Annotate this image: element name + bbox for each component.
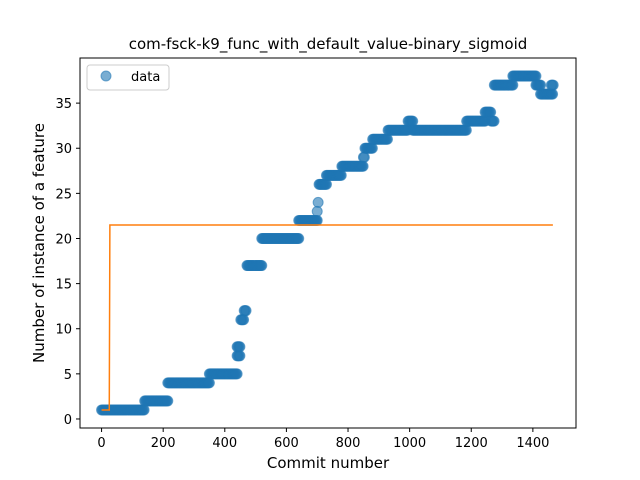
x-tick-label: 200 [151, 436, 176, 451]
y-tick-label: 15 [55, 278, 72, 293]
y-axis: 0 5 10 15 20 25 30 35 [55, 97, 80, 428]
data-point [234, 341, 246, 353]
data-point [203, 377, 215, 389]
data-point [238, 314, 250, 326]
y-tick-label: 25 [55, 187, 72, 202]
x-tick-label: 1200 [455, 436, 488, 451]
data-point [358, 151, 370, 163]
data-point [335, 169, 347, 181]
series-fit-line [101, 224, 553, 411]
data-point [488, 115, 500, 127]
data-point [162, 395, 174, 407]
x-tick-label: 800 [336, 436, 361, 451]
data-point [381, 133, 393, 145]
y-tick-label: 30 [55, 142, 72, 157]
plot-area [96, 70, 559, 416]
data-point [293, 232, 305, 244]
data-point [231, 368, 243, 380]
data-point [547, 79, 559, 91]
y-tick-label: 35 [55, 97, 72, 112]
axes-frame [79, 57, 577, 429]
data-point [485, 106, 497, 118]
y-tick-label: 20 [55, 232, 72, 247]
legend-marker-data [100, 70, 112, 82]
series-data [96, 70, 559, 416]
data-point [312, 196, 324, 208]
x-axis-label: Commit number [267, 454, 390, 472]
data-point [240, 305, 252, 317]
chart-title: com-fsck-k9_func_with_default_value-bina… [129, 35, 528, 54]
data-point [256, 260, 268, 272]
data-point [547, 88, 559, 100]
data-point [311, 214, 323, 226]
data-point [138, 404, 150, 416]
legend-label-data: data [131, 70, 160, 85]
data-point [530, 70, 542, 82]
x-tick-label: 1000 [393, 436, 426, 451]
data-point [460, 124, 472, 136]
x-axis: 0 200 400 600 800 1000 1200 1400 [97, 428, 549, 451]
y-tick-label: 10 [55, 323, 72, 338]
data-point [366, 142, 378, 154]
data-point [320, 178, 332, 190]
y-axis-label: Number of instance of a feature [30, 123, 48, 363]
data-point [535, 79, 547, 91]
data-point [357, 160, 369, 172]
data-point [311, 205, 323, 217]
y-tick-label: 0 [64, 413, 72, 428]
x-tick-label: 600 [274, 436, 299, 451]
y-tick-label: 5 [64, 368, 72, 383]
legend: data [86, 64, 170, 91]
x-tick-label: 1400 [516, 436, 549, 451]
x-tick-label: 0 [97, 436, 105, 451]
data-point [407, 115, 419, 127]
data-point [234, 350, 246, 362]
x-tick-label: 400 [212, 436, 237, 451]
data-point [507, 79, 519, 91]
